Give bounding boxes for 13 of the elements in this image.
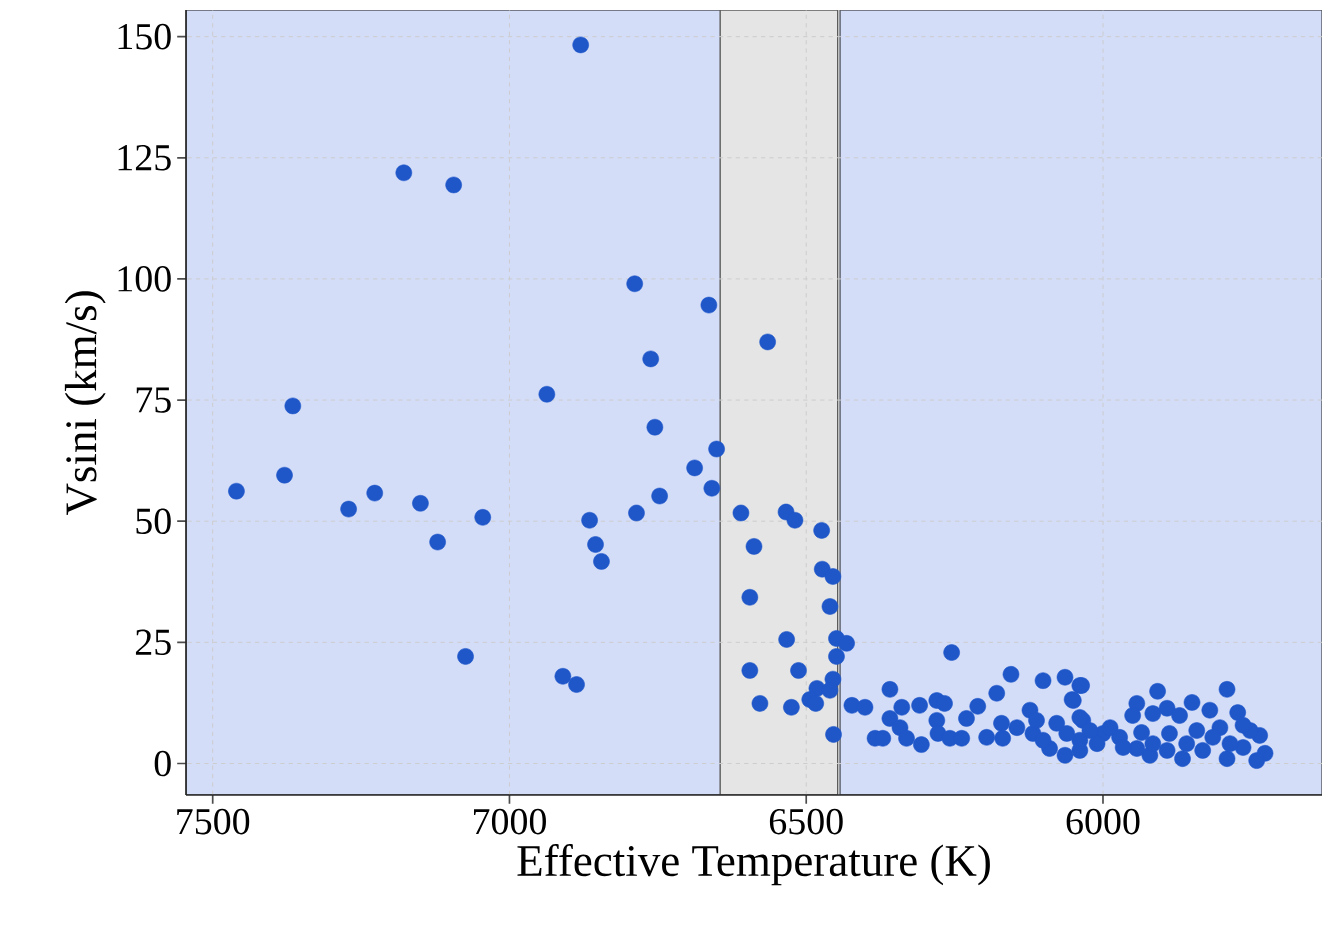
y-tick-label: 100 [118, 266, 171, 292]
y-tick-label: 125 [118, 145, 171, 171]
y-tick-label: 25 [135, 629, 171, 656]
y-tick-label: 50 [136, 508, 171, 535]
y-tick-label: 150 [118, 23, 171, 50]
y-tick-label: 0 [154, 750, 171, 777]
x-tick-label: 6500 [769, 808, 843, 835]
x-tick-label: 7000 [474, 808, 546, 835]
y-axis-title: Vsini (km/s) [64, 291, 106, 516]
y-tick-label: 75 [136, 387, 171, 413]
x-tick-label: 7500 [177, 808, 250, 835]
x-axis-title: Effective Temperature (K) [517, 844, 990, 886]
x-tick-label: 6000 [1066, 808, 1140, 835]
